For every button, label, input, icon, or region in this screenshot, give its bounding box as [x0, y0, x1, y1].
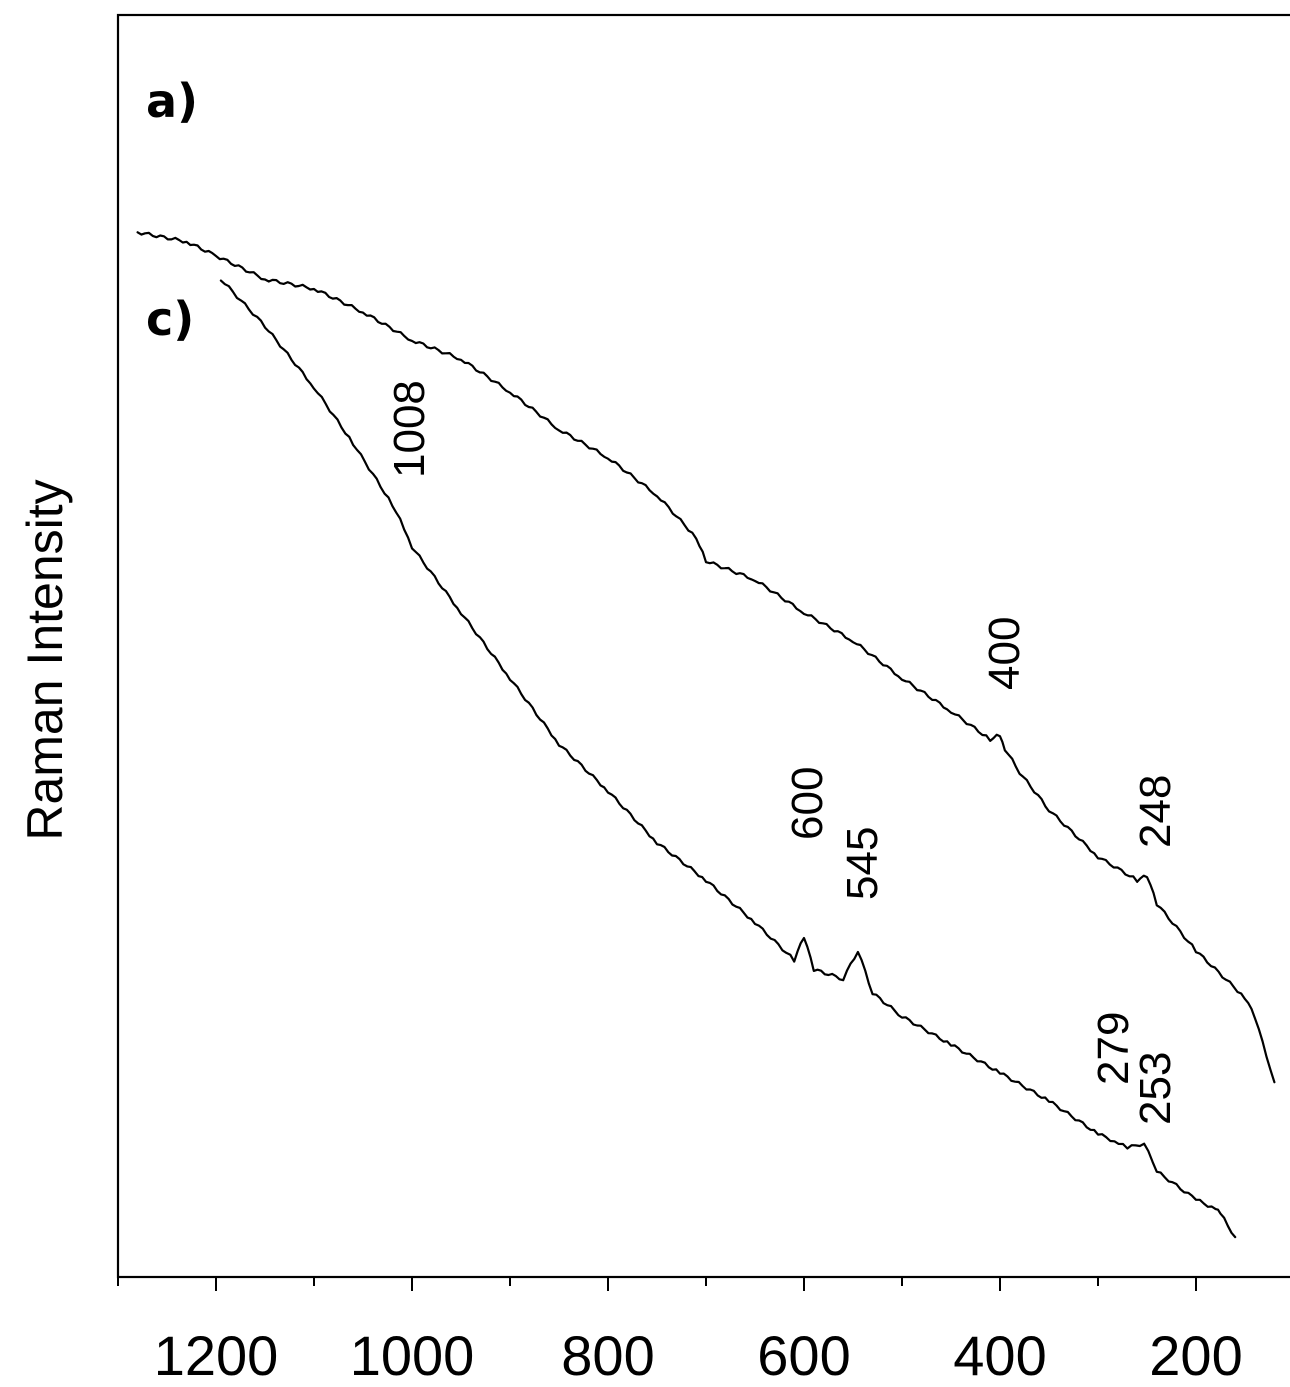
peak-label-248: 248: [1131, 775, 1180, 848]
plot-frame: [116, 13, 1290, 1279]
series-line-c: [219, 279, 1237, 1239]
series-line-a: [136, 231, 1276, 1084]
peak-label-279: 279: [1089, 1012, 1138, 1085]
x-tick-label-1200: 1200: [154, 1324, 279, 1387]
x-tick-label-200: 200: [1149, 1324, 1242, 1387]
peak-label-600: 600: [783, 767, 832, 840]
x-tick-label-1000: 1000: [350, 1324, 475, 1387]
y-axis-title: Raman Intensity: [17, 479, 73, 840]
peak-label-1008: 1008: [385, 380, 434, 478]
peak-label-545: 545: [838, 827, 887, 900]
x-axis-tick-labels: 1200 1000 800 600 400 200: [154, 1324, 1243, 1387]
spectrum-series: [136, 231, 1276, 1239]
x-tick-label-800: 800: [561, 1324, 654, 1387]
peak-label-253: 253: [1131, 1052, 1180, 1125]
peak-label-400: 400: [980, 617, 1029, 690]
x-tick-label-600: 600: [757, 1324, 850, 1387]
panel-label-a: a): [146, 74, 198, 128]
x-tick-label-400: 400: [953, 1324, 1046, 1387]
x-axis-ticks: [117, 1277, 1197, 1291]
panel-label-c: c): [146, 292, 194, 346]
